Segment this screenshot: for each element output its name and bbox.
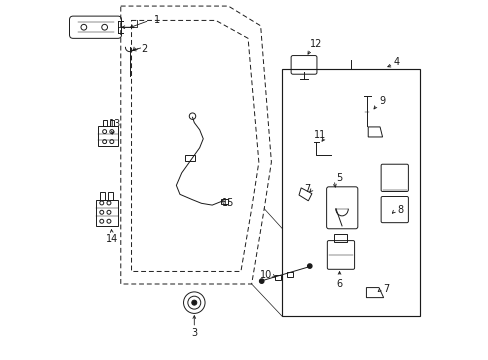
Text: 2: 2 bbox=[141, 44, 147, 54]
Text: 1: 1 bbox=[153, 15, 160, 26]
Text: 13: 13 bbox=[109, 120, 122, 129]
Bar bbox=[333, 234, 346, 242]
Bar bbox=[102, 120, 107, 126]
Text: 6: 6 bbox=[336, 279, 342, 289]
Text: 7: 7 bbox=[304, 184, 310, 194]
Bar bbox=[100, 192, 105, 200]
Text: 7: 7 bbox=[382, 284, 388, 294]
Bar bbox=[286, 272, 293, 277]
Text: 3: 3 bbox=[191, 328, 197, 338]
Circle shape bbox=[259, 279, 264, 283]
Bar bbox=[96, 200, 118, 226]
Text: 14: 14 bbox=[105, 234, 118, 244]
Bar bbox=[108, 192, 113, 200]
Circle shape bbox=[191, 300, 196, 305]
Bar bbox=[274, 275, 281, 280]
Bar bbox=[221, 199, 227, 204]
Text: 4: 4 bbox=[393, 57, 399, 67]
Bar bbox=[98, 126, 118, 146]
Bar bbox=[110, 120, 114, 126]
Text: 11: 11 bbox=[313, 130, 325, 140]
Circle shape bbox=[307, 264, 311, 268]
Bar bbox=[185, 155, 195, 161]
Text: 9: 9 bbox=[379, 96, 385, 106]
Text: 10: 10 bbox=[259, 270, 272, 280]
Text: 8: 8 bbox=[397, 206, 403, 216]
Bar bbox=[282, 69, 419, 316]
Text: 5: 5 bbox=[336, 173, 342, 183]
Text: 12: 12 bbox=[309, 39, 322, 49]
Text: 15: 15 bbox=[222, 198, 234, 208]
